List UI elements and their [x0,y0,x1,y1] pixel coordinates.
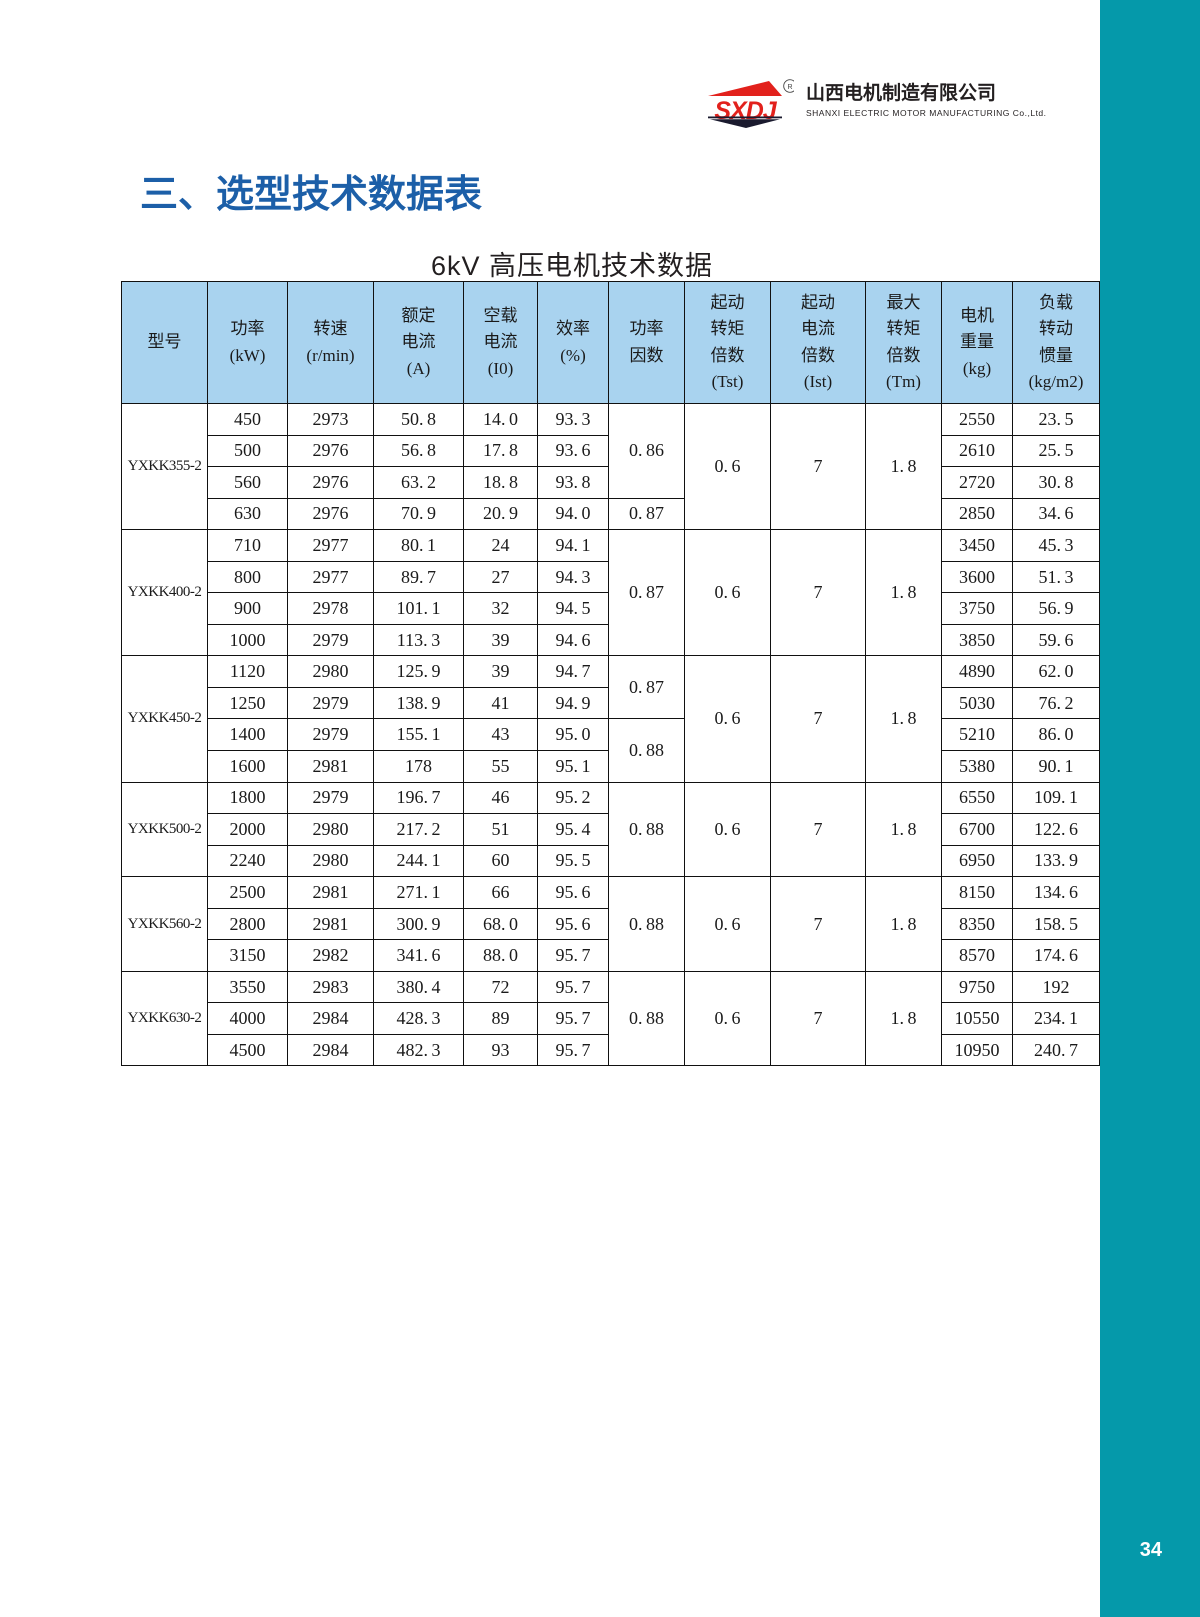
svg-text:R: R [787,84,792,91]
